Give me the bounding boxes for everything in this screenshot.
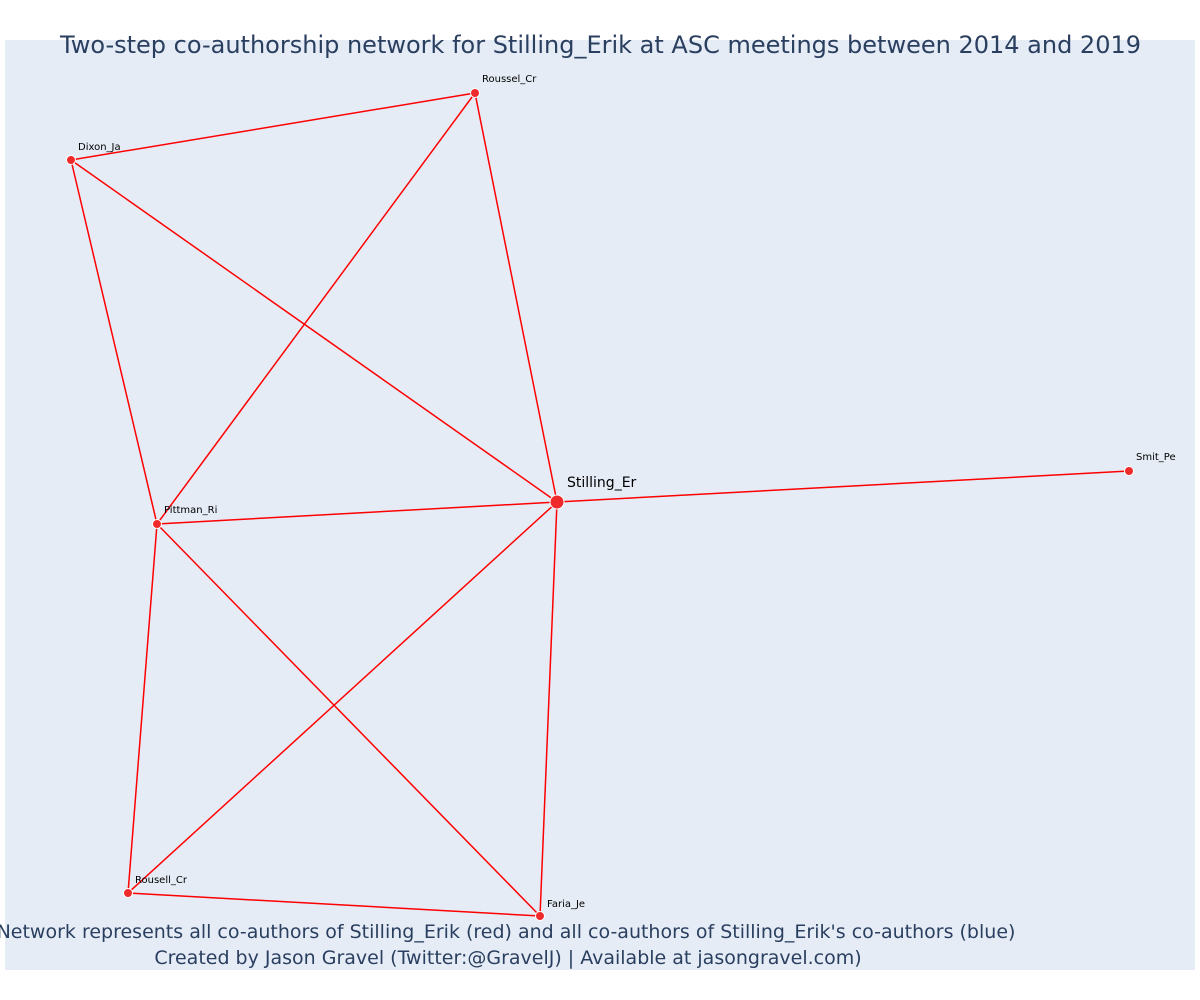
caption-line-2: Created by Jason Gravel (Twitter:@Gravel… <box>154 947 861 969</box>
labels-layer: Stilling_Er Roussel_Cr Dixon_Ja Smit_Pe Pitt… <box>78 74 1176 910</box>
node-stilling[interactable] <box>549 494 565 510</box>
edge-pittman-rousell <box>127 523 158 894</box>
edge-dixon-stilling <box>70 159 558 503</box>
node-rousell[interactable] <box>123 888 133 898</box>
edge-roussel-stilling <box>474 92 558 503</box>
node-label-pittman: Pittman_Ri <box>164 505 217 516</box>
node-roussel[interactable] <box>470 88 480 98</box>
edge-rousell-faria <box>127 892 541 917</box>
node-label-smit: Smit_Pe <box>1136 452 1176 463</box>
node-label-faria: Faria_Je <box>547 899 585 910</box>
edge-roussel-pittman <box>156 92 476 525</box>
plot-background <box>5 40 1195 970</box>
edge-pittman-stilling <box>156 501 558 525</box>
node-smit[interactable] <box>1124 466 1134 476</box>
chart-title: Two-step co-authorship network for Still… <box>59 31 1141 59</box>
node-label-stilling: Stilling_Er <box>567 475 637 491</box>
node-pittman[interactable] <box>152 519 162 529</box>
node-label-roussel: Roussel_Cr <box>482 74 537 85</box>
node-label-rousell: Rousell_Cr <box>135 875 188 886</box>
edge-pittman-faria <box>156 523 541 917</box>
edge-stilling-rousell <box>127 501 558 894</box>
caption-line-1: Network represents all co-authors of Sti… <box>0 921 1015 943</box>
edge-stilling-faria <box>539 501 558 917</box>
node-dixon[interactable] <box>66 155 76 165</box>
nodes-layer <box>66 88 1134 921</box>
node-label-dixon: Dixon_Ja <box>78 142 121 153</box>
edge-stilling-smit <box>556 470 1130 503</box>
edges-layer <box>70 92 1130 917</box>
edge-dixon-roussel <box>70 92 476 161</box>
edge-dixon-pittman <box>70 159 158 525</box>
node-faria[interactable] <box>535 911 545 921</box>
